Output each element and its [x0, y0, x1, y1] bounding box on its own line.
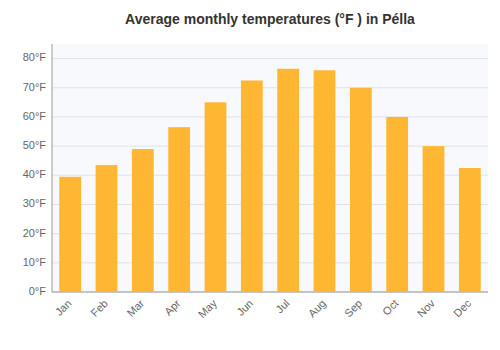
bar: [96, 165, 118, 292]
plot-background: [52, 44, 488, 292]
bars: [59, 69, 480, 292]
x-tick-label: Jul: [273, 297, 291, 315]
bar: [386, 117, 408, 292]
x-tick-label: Apr: [162, 297, 183, 318]
bar: [132, 149, 154, 292]
chart-svg: 0°F 10°F 20°F 30°F 40°F 50°F 60°F 70°F 80°F Jan Fe…: [0, 0, 500, 350]
x-tick-label: Oct: [380, 297, 401, 318]
grid-line: [52, 87, 488, 88]
bar: [459, 168, 481, 292]
grid-line: [52, 58, 488, 59]
y-tick-label: 0°F: [29, 285, 47, 297]
bar: [59, 177, 81, 292]
y-tick-label: 10°F: [23, 256, 47, 268]
x-tick-label: Mar: [124, 297, 146, 319]
x-tick-label: Jan: [53, 297, 74, 318]
bar: [277, 69, 299, 292]
chart-container: 0°F 10°F 20°F 30°F 40°F 50°F 60°F 70°F 80°F Jan Fe…: [0, 0, 500, 350]
bar: [241, 80, 263, 292]
y-tick-label: 60°F: [23, 110, 47, 122]
grid-line: [52, 116, 488, 117]
x-tick-label: Sep: [342, 297, 364, 319]
bar: [168, 127, 190, 292]
bar: [423, 146, 445, 292]
y-tick-label: 20°F: [23, 227, 47, 239]
x-tick-label: Jun: [234, 297, 255, 318]
x-tick-label: Dec: [451, 297, 474, 320]
y-tick-label: 30°F: [23, 197, 47, 209]
y-tick-label: 50°F: [23, 139, 47, 151]
y-tick-label: 70°F: [23, 81, 47, 93]
x-tick-label: May: [196, 297, 220, 321]
bar: [314, 70, 336, 292]
x-tick-label: Aug: [306, 297, 328, 319]
bar: [350, 88, 372, 292]
y-tick-label: 80°F: [23, 51, 47, 63]
x-tick-label: Nov: [415, 297, 438, 320]
y-tick-label: 40°F: [23, 168, 47, 180]
x-tick-label: Feb: [88, 297, 110, 319]
bar: [205, 102, 227, 292]
y-axis-line: [52, 44, 53, 292]
chart-title: Average monthly temperatures (°F ) in Pé…: [125, 11, 415, 27]
